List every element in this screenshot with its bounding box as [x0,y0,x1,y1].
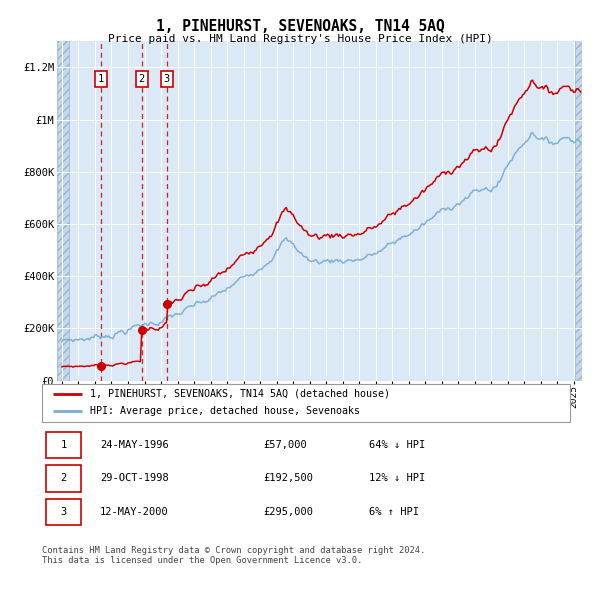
Text: £192,500: £192,500 [264,474,314,483]
Text: 1: 1 [98,74,104,84]
Text: 6% ↑ HPI: 6% ↑ HPI [370,507,419,517]
Text: HPI: Average price, detached house, Sevenoaks: HPI: Average price, detached house, Seve… [89,407,359,417]
FancyBboxPatch shape [46,499,80,525]
Text: 2: 2 [60,474,67,483]
Text: 3: 3 [164,74,170,84]
Text: 2: 2 [139,74,145,84]
Text: 64% ↓ HPI: 64% ↓ HPI [370,440,425,450]
Text: 12% ↓ HPI: 12% ↓ HPI [370,474,425,483]
Text: 12-MAY-2000: 12-MAY-2000 [100,507,169,517]
FancyBboxPatch shape [46,466,80,491]
FancyBboxPatch shape [42,384,570,422]
Text: 1: 1 [60,440,67,450]
Text: £295,000: £295,000 [264,507,314,517]
Text: £57,000: £57,000 [264,440,308,450]
Text: 29-OCT-1998: 29-OCT-1998 [100,474,169,483]
Text: 3: 3 [60,507,67,517]
Text: 1, PINEHURST, SEVENOAKS, TN14 5AQ: 1, PINEHURST, SEVENOAKS, TN14 5AQ [155,19,445,34]
Text: Price paid vs. HM Land Registry's House Price Index (HPI): Price paid vs. HM Land Registry's House … [107,34,493,44]
FancyBboxPatch shape [46,432,80,458]
Bar [57,28,70,381]
Text: 1, PINEHURST, SEVENOAKS, TN14 5AQ (detached house): 1, PINEHURST, SEVENOAKS, TN14 5AQ (detac… [89,389,389,399]
Text: 24-MAY-1996: 24-MAY-1996 [100,440,169,450]
Text: Contains HM Land Registry data © Crown copyright and database right 2024.
This d: Contains HM Land Registry data © Crown c… [42,546,425,565]
Bar [575,28,584,381]
